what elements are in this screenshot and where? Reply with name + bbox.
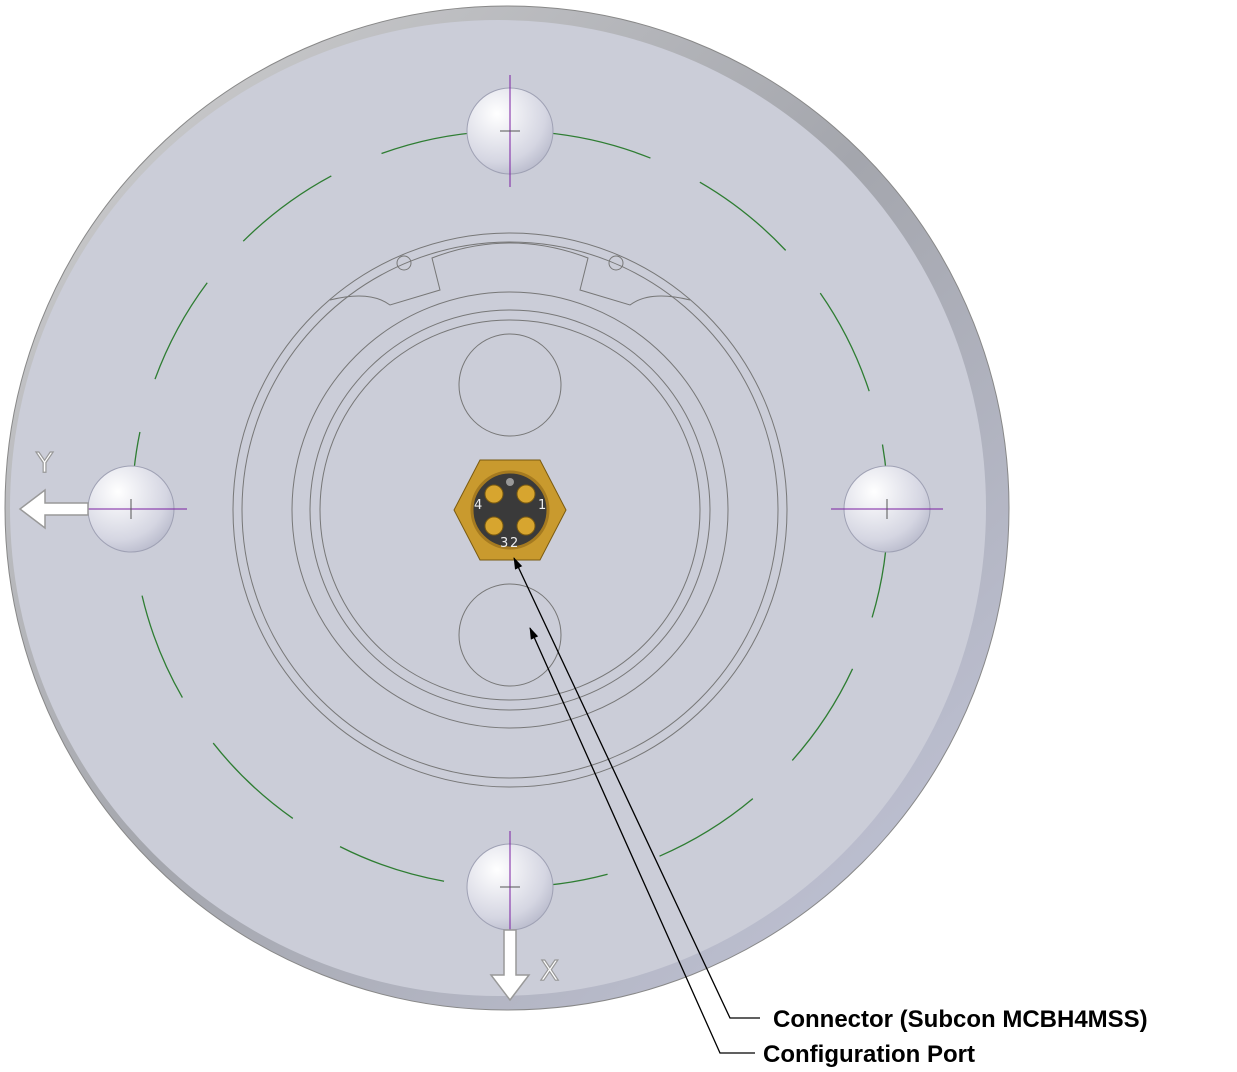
axis-label: X — [540, 954, 559, 987]
leaders — [513, 557, 760, 1054]
axis-arrows — [18, 488, 531, 1002]
connector: 4 1 3 2 — [453, 459, 567, 561]
pin-label: 1 — [538, 498, 546, 513]
inner-rings — [232, 232, 788, 788]
pin-label: 2 — [510, 536, 518, 551]
pin-label: 4 — [474, 498, 482, 513]
callout-label: Configuration Port — [763, 1041, 975, 1068]
callout-label: Connector (Subcon MCBH4MSS) — [773, 1006, 1148, 1033]
bolt-holes — [75, 75, 943, 943]
axis-label: Y — [35, 446, 54, 479]
pin-label: 3 — [500, 536, 508, 551]
